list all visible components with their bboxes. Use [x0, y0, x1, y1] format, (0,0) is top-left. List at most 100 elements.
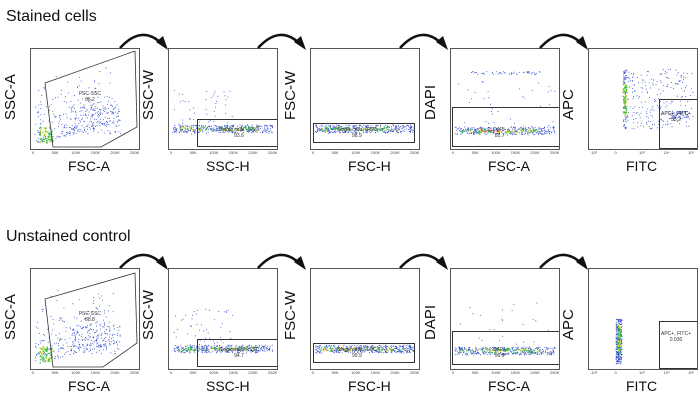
- event-dot: [553, 126, 555, 128]
- gate-rectangle[interactable]: [313, 343, 415, 363]
- event-dot: [493, 353, 495, 355]
- event-dot: [467, 354, 469, 356]
- event-dot: [255, 345, 257, 347]
- event-dot: [320, 128, 322, 130]
- event-dot: [643, 126, 644, 128]
- event-dot: [615, 348, 617, 350]
- event-dot: [199, 129, 201, 131]
- event-dot: [59, 317, 61, 319]
- event-dot: [363, 347, 365, 349]
- event-dot: [111, 337, 112, 339]
- event-dot: [216, 345, 218, 346]
- event-dot: [511, 133, 513, 135]
- event-dot: [102, 325, 104, 327]
- event-dot: [216, 346, 218, 348]
- event-dot: [512, 130, 515, 133]
- event-dot: [692, 91, 694, 93]
- event-dot: [347, 124, 349, 126]
- event-dot: [360, 349, 363, 351]
- event-dot: [44, 335, 45, 337]
- event-dot: [626, 77, 627, 79]
- gate-polygon[interactable]: [44, 272, 138, 368]
- event-dot: [372, 345, 374, 347]
- event-dot: [208, 344, 210, 346]
- event-dot: [475, 348, 477, 350]
- event-dot: [318, 127, 320, 129]
- event-dot: [316, 126, 318, 128]
- event-dot: [475, 128, 477, 130]
- gate-rectangle[interactable]: [313, 123, 415, 143]
- event-dot: [44, 113, 46, 115]
- event-dot: [46, 348, 49, 351]
- event-dot: [490, 127, 492, 129]
- gate-rectangle[interactable]: [452, 107, 559, 147]
- event-dot: [530, 73, 532, 75]
- event-dot: [384, 348, 386, 350]
- event-dot: [624, 96, 626, 98]
- gate-rectangle[interactable]: [452, 331, 559, 365]
- event-dot: [549, 127, 551, 129]
- event-dot: [74, 117, 76, 119]
- event-dot: [510, 351, 512, 353]
- event-dot: [345, 132, 346, 134]
- event-dot: [179, 130, 181, 132]
- event-dot: [360, 130, 362, 131]
- gate-rectangle[interactable]: [197, 119, 277, 147]
- event-dot: [353, 126, 355, 128]
- event-dot: [57, 337, 59, 339]
- event-dot: [54, 358, 56, 360]
- event-dot: [230, 128, 232, 129]
- event-dot: [81, 91, 83, 93]
- event-dot: [255, 126, 258, 128]
- event-dot: [617, 324, 620, 326]
- plot-frame: APC+, FITC+ 0.030: [588, 268, 698, 370]
- event-dot: [504, 132, 506, 134]
- event-dot: [518, 72, 520, 73]
- event-dot: [508, 348, 511, 350]
- event-dot: [411, 125, 413, 127]
- scatter-plot: [622, 68, 694, 130]
- event-dot: [398, 126, 400, 128]
- event-dot: [624, 77, 626, 79]
- event-dot: [117, 344, 118, 346]
- event-dot: [114, 352, 116, 354]
- event-dot: [226, 347, 229, 349]
- event-dot: [84, 326, 86, 328]
- event-dot: [375, 132, 377, 134]
- event-dot: [491, 129, 493, 131]
- event-dot: [97, 132, 99, 134]
- event-dot: [528, 351, 531, 353]
- gate-rectangle[interactable]: [659, 99, 697, 149]
- event-dot: [454, 126, 456, 128]
- event-dot: [118, 124, 120, 126]
- gate-rectangle[interactable]: [659, 321, 697, 369]
- event-dot: [391, 128, 393, 130]
- event-dot: [387, 129, 390, 131]
- event-dot: [232, 126, 234, 128]
- event-dot: [94, 112, 96, 114]
- event-dot: [231, 116, 233, 118]
- event-dot: [325, 124, 327, 126]
- event-dot: [523, 341, 525, 343]
- event-dot: [105, 344, 107, 346]
- event-dot: [270, 129, 272, 131]
- gate-rectangle[interactable]: [197, 339, 277, 367]
- event-dot: [379, 352, 381, 353]
- event-dot: [383, 127, 386, 130]
- event-dot: [93, 103, 95, 105]
- event-dot: [259, 346, 260, 348]
- event-dot: [216, 100, 217, 102]
- event-dot: [379, 348, 381, 351]
- event-dot: [666, 85, 668, 87]
- event-dot: [515, 352, 517, 353]
- event-dot: [648, 71, 649, 73]
- event-dot: [94, 125, 96, 127]
- event-dot: [523, 346, 525, 348]
- gate-polygon[interactable]: [44, 50, 138, 148]
- event-dot: [462, 351, 465, 353]
- event-dot: [540, 353, 542, 355]
- event-dot: [259, 349, 261, 351]
- event-dot: [73, 316, 75, 318]
- event-dot: [538, 347, 539, 349]
- event-dot: [176, 349, 178, 351]
